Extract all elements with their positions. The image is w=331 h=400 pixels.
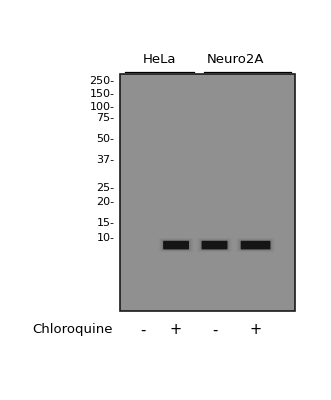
Text: 37-: 37- (96, 156, 115, 166)
Text: 150-: 150- (89, 88, 115, 98)
Text: -: - (212, 322, 217, 337)
Text: 75-: 75- (96, 113, 115, 123)
Text: 20-: 20- (96, 197, 115, 207)
FancyBboxPatch shape (163, 241, 189, 250)
Text: 100-: 100- (89, 102, 115, 112)
Text: 15-: 15- (96, 218, 115, 228)
Text: HeLa: HeLa (143, 53, 176, 66)
FancyBboxPatch shape (241, 241, 270, 250)
Text: 25-: 25- (96, 183, 115, 193)
FancyBboxPatch shape (199, 239, 230, 251)
FancyBboxPatch shape (239, 240, 272, 250)
FancyBboxPatch shape (200, 240, 229, 250)
Text: 10-: 10- (96, 233, 115, 243)
FancyBboxPatch shape (238, 239, 273, 251)
Text: -: - (140, 322, 145, 337)
Text: +: + (250, 322, 261, 337)
Bar (119, 74, 295, 311)
FancyBboxPatch shape (162, 240, 190, 250)
Text: 50-: 50- (96, 134, 115, 144)
Text: 250-: 250- (89, 76, 115, 86)
Text: +: + (170, 322, 182, 337)
Text: Neuro2A: Neuro2A (206, 53, 264, 66)
FancyBboxPatch shape (161, 239, 191, 251)
Text: Chloroquine: Chloroquine (33, 323, 113, 336)
FancyBboxPatch shape (202, 241, 227, 250)
